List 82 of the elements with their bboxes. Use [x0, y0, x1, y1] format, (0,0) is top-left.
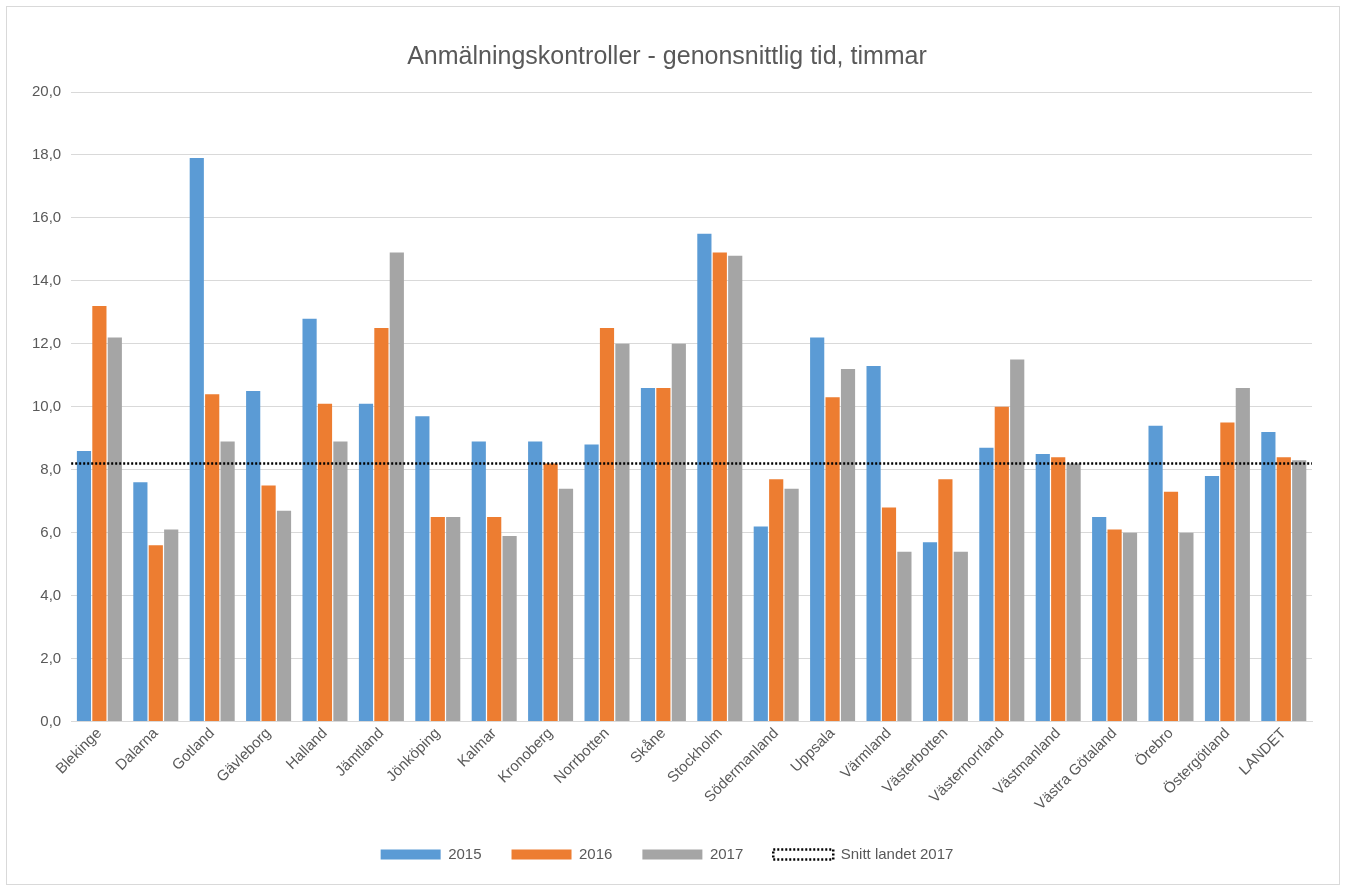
bar	[825, 397, 840, 722]
bar	[487, 517, 502, 722]
bar	[389, 252, 404, 722]
bar	[1092, 517, 1107, 722]
bar	[615, 343, 630, 722]
bar	[358, 403, 374, 722]
bar	[584, 444, 599, 722]
bar	[866, 365, 881, 722]
bar	[1204, 476, 1220, 722]
bar	[471, 441, 486, 722]
bar	[220, 441, 235, 722]
bar	[599, 328, 615, 722]
y-tick-label: 12,0	[31, 333, 62, 351]
bar	[881, 507, 897, 722]
bar	[1148, 425, 1163, 722]
bar	[1122, 532, 1138, 722]
bar	[1235, 387, 1250, 722]
y-tick-label: 20,0	[31, 82, 62, 100]
bar	[189, 158, 204, 722]
bar	[333, 441, 348, 722]
bar	[205, 394, 220, 722]
bar	[656, 387, 671, 722]
bar	[317, 403, 333, 722]
y-tick-label: 18,0	[31, 145, 62, 163]
bar	[1276, 457, 1291, 722]
bar	[148, 545, 163, 722]
bar	[753, 526, 768, 722]
y-tick-label: 16,0	[31, 208, 62, 226]
bar	[922, 542, 938, 722]
bar	[897, 551, 912, 722]
bar	[543, 463, 558, 722]
y-tick-label: 10,0	[31, 396, 62, 414]
y-tick-label: 2,0	[40, 648, 62, 666]
bar	[1051, 457, 1066, 722]
bar	[1107, 529, 1122, 722]
bar	[261, 485, 276, 722]
bar	[1179, 532, 1194, 722]
bar	[276, 510, 292, 722]
bar	[92, 306, 107, 722]
bar	[1292, 460, 1307, 722]
bar	[840, 369, 856, 722]
legend-label: Snitt landet 2017	[840, 844, 954, 862]
y-tick-label: 14,0	[31, 271, 62, 289]
bar	[164, 529, 179, 722]
legend-label: 2015	[448, 844, 482, 862]
bar	[1035, 454, 1050, 722]
bar	[502, 535, 517, 722]
bar	[810, 337, 825, 722]
bar	[246, 391, 261, 722]
bar	[1010, 359, 1025, 722]
bar	[430, 517, 445, 722]
legend-label: 2017	[709, 844, 744, 862]
bar	[697, 233, 712, 722]
bar	[1066, 463, 1081, 722]
bar	[640, 387, 656, 722]
bar	[953, 551, 968, 722]
y-tick-label: 0,0	[40, 711, 62, 729]
bar	[528, 441, 543, 722]
bar	[558, 488, 574, 722]
y-tick-label: 4,0	[40, 585, 62, 603]
bar	[1261, 432, 1276, 722]
bar	[938, 479, 953, 722]
bar	[76, 450, 92, 722]
y-tick-label: 8,0	[40, 459, 62, 477]
bar	[374, 328, 389, 722]
bar	[784, 488, 799, 722]
legend-label: 2016	[579, 844, 613, 862]
chart-title: Anmälningskontroller - genonsnittlig tid, timmar	[407, 40, 927, 69]
bar	[712, 252, 727, 722]
bar	[446, 517, 461, 722]
bar	[302, 318, 317, 722]
bar	[415, 416, 430, 722]
bar	[728, 255, 743, 722]
bar	[107, 337, 122, 722]
bar	[994, 406, 1009, 722]
bar	[769, 479, 784, 722]
bar	[133, 482, 148, 722]
bar	[671, 343, 686, 722]
y-tick-label: 6,0	[40, 522, 62, 540]
bar	[979, 447, 994, 722]
bar	[1220, 422, 1235, 722]
bar	[1163, 491, 1179, 722]
